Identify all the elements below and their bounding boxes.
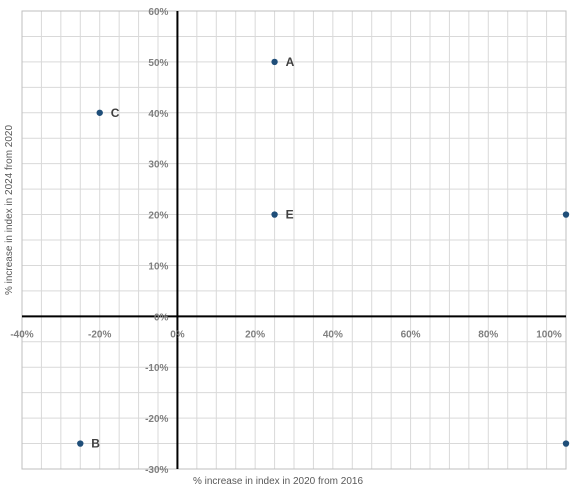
data-point-e	[271, 211, 278, 218]
y-tick-label: 10%	[148, 261, 168, 272]
plot-border	[21, 10, 567, 470]
x-axis-label: % increase in index in 2020 from 2016	[193, 476, 364, 487]
data-label-c: C	[111, 106, 120, 120]
data-label-e: E	[286, 208, 294, 222]
data-label-a: A	[286, 55, 295, 69]
y-tick-label: -10%	[145, 363, 168, 374]
y-tick-label: -30%	[145, 465, 168, 476]
y-tick-label: 30%	[148, 160, 168, 171]
data-point-f	[562, 440, 570, 447]
x-tick-labels: -40% -20% 0% 20% 40% 60% 80% 100%	[10, 329, 562, 340]
data-point-d	[562, 211, 570, 218]
y-tick-label: 50%	[148, 58, 168, 69]
x-tick-label: 60%	[401, 329, 421, 340]
data-point-b	[77, 440, 84, 447]
data-points: ABCDEF	[77, 55, 570, 451]
x-tick-label: 20%	[245, 329, 265, 340]
y-tick-label: 20%	[148, 211, 168, 222]
y-tick-label: 40%	[148, 109, 168, 120]
y-tick-label: 60%	[148, 7, 168, 18]
data-point-c	[96, 109, 103, 116]
x-tick-label: 0%	[170, 329, 185, 340]
data-point-a	[271, 58, 278, 66]
axes	[22, 11, 566, 469]
data-label-b: B	[91, 437, 100, 451]
x-tick-label: -20%	[88, 329, 111, 340]
y-tick-label: -20%	[145, 414, 168, 425]
y-axis-label: % increase in index in 2024 from 2020	[4, 125, 15, 296]
x-tick-label: 80%	[478, 329, 498, 340]
x-tick-label: -40%	[10, 329, 33, 340]
gridlines	[21, 10, 567, 470]
x-tick-label: 40%	[323, 329, 343, 340]
y-tick-labels: -30% -20% -10% 0% 10% 20% 30% 40% 50% 60%	[145, 7, 168, 476]
x-tick-label: 100%	[536, 329, 562, 340]
y-tick-label: 0%	[154, 312, 169, 323]
